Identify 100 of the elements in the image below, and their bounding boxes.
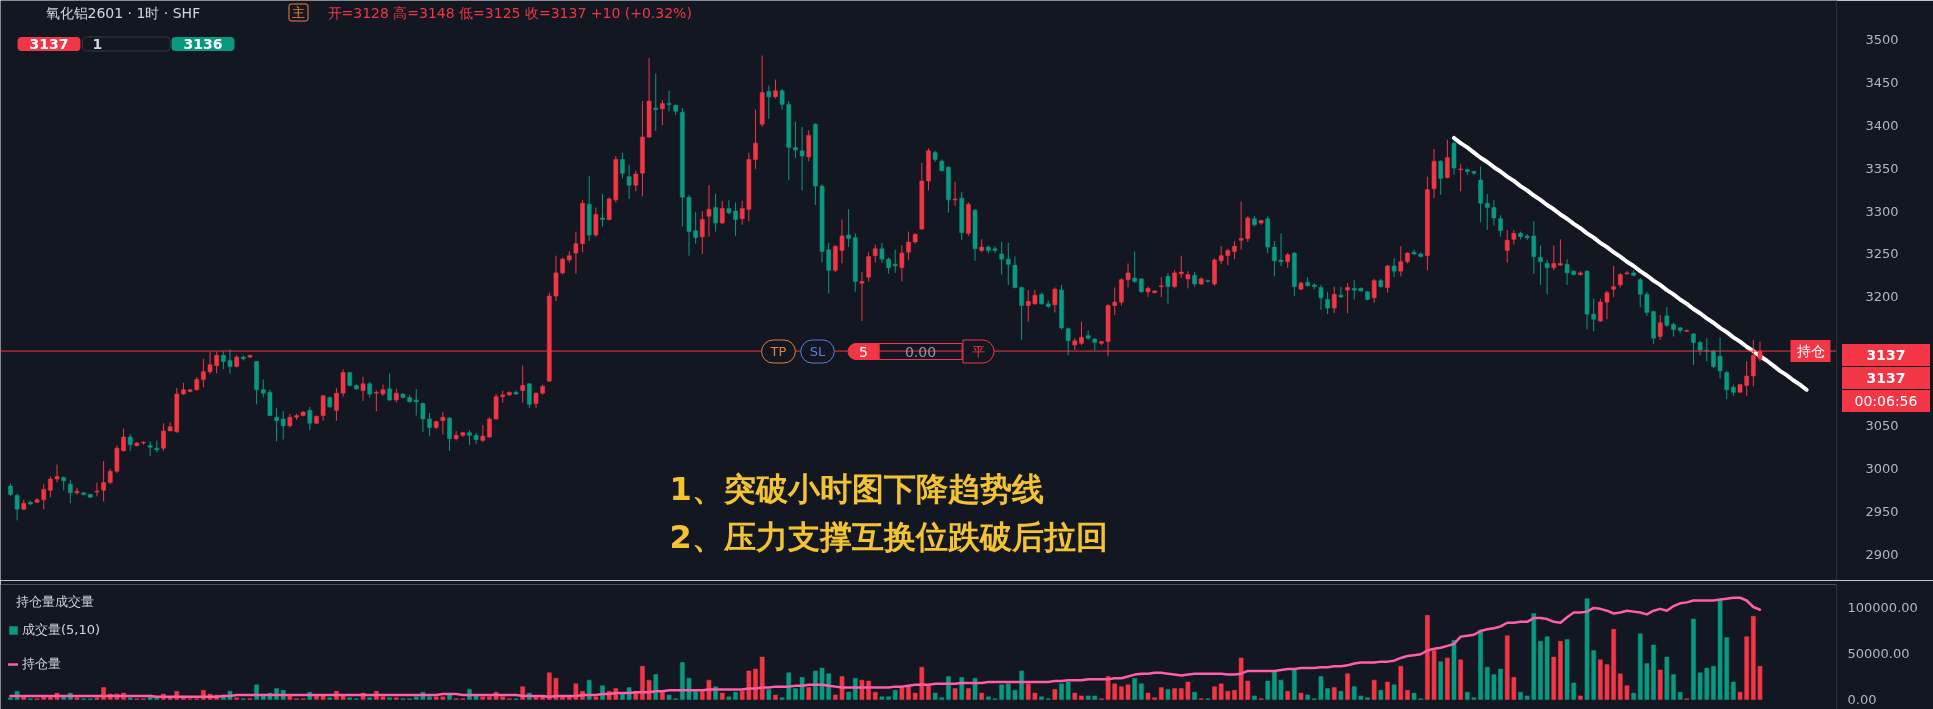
legend-label: 持仓量 [22, 654, 61, 673]
candlestick [340, 368, 346, 398]
candlestick [600, 193, 605, 227]
y-tick-label: 3400 [1865, 117, 1899, 133]
y-tick-label: 2950 [1865, 504, 1899, 520]
annotation: 3136 [183, 36, 223, 52]
candlestick [766, 85, 772, 120]
bar [1445, 657, 1450, 700]
bar [766, 689, 772, 700]
candlestick [553, 255, 559, 302]
candlestick [773, 79, 778, 99]
bar [1451, 640, 1457, 700]
candlestick [653, 73, 659, 132]
bar [1345, 673, 1350, 700]
candlestick [1085, 329, 1091, 341]
candlestick [1371, 278, 1377, 304]
bar [447, 694, 452, 700]
bar [660, 691, 665, 700]
bar [946, 676, 951, 700]
candlestick [872, 244, 878, 264]
candlestick [706, 184, 712, 238]
candlestick [952, 181, 958, 207]
candlestick [1331, 286, 1337, 314]
y-tick-label: 3250 [1865, 246, 1899, 262]
candlestick [520, 365, 526, 404]
bar [593, 696, 599, 700]
candlestick [334, 387, 339, 422]
bar [966, 688, 971, 700]
annotation: TP [769, 344, 787, 359]
bar [1305, 694, 1310, 700]
bar [806, 687, 812, 700]
y-tick-label: 0.00 [1847, 692, 1877, 708]
y-tick-label: 3500 [1865, 31, 1899, 47]
y-tick-label: 3300 [1865, 203, 1899, 219]
bar [1165, 689, 1171, 700]
bar [1398, 666, 1404, 700]
bar [979, 692, 985, 700]
candlestick [899, 244, 905, 282]
chart-subtitle: 开=3128 高=3148 低=3125 收=3137 +10 (+0.32%) [327, 4, 692, 21]
candlestick [360, 376, 366, 402]
candlestick [1132, 250, 1138, 284]
candlestick [806, 129, 812, 162]
candlestick [573, 231, 579, 275]
candlestick [719, 200, 725, 225]
bar [719, 692, 725, 700]
bar [1578, 695, 1583, 700]
candlestick [1657, 314, 1663, 341]
candlestick [440, 411, 446, 435]
candlestick [1438, 159, 1444, 196]
candlestick [1345, 282, 1350, 314]
bar [1385, 681, 1390, 700]
annotation: 平 [972, 344, 985, 359]
candlestick [846, 208, 851, 248]
text: 00:06:56 [1854, 392, 1918, 411]
candlestick [1158, 276, 1164, 298]
y-tick-label: 3050 [1865, 418, 1899, 434]
bar [1631, 692, 1636, 700]
bar [1265, 680, 1271, 700]
candlestick [1172, 269, 1177, 289]
candlestick [660, 99, 665, 126]
candlestick [1458, 163, 1463, 192]
candlestick [527, 382, 532, 409]
bar [1052, 689, 1058, 700]
annotation: 1 [92, 36, 103, 52]
candlestick [620, 152, 625, 179]
bar [480, 696, 486, 700]
candlestick [1165, 272, 1171, 305]
candlestick [1325, 291, 1330, 315]
annotation: 主 [292, 5, 305, 20]
y-tick-label: 3350 [1865, 160, 1899, 176]
candlestick [68, 479, 73, 504]
candlestick [1591, 298, 1597, 332]
y-tick-label: 3450 [1865, 74, 1899, 90]
annotation: 2、压力支撑互换位跌破后拉回 [669, 517, 1108, 556]
candlestick [1385, 264, 1390, 294]
bar [1371, 679, 1377, 700]
bar [1378, 690, 1384, 700]
bar [1158, 687, 1164, 700]
candlestick [1551, 244, 1557, 271]
candlestick [799, 126, 805, 191]
candlestick [1598, 298, 1603, 323]
candlestick [447, 416, 452, 452]
bar [872, 691, 878, 700]
annotation: 5 [859, 343, 868, 360]
bar [1558, 641, 1563, 700]
candlestick [94, 482, 100, 497]
candlestick [1624, 270, 1630, 276]
candlestick [307, 406, 313, 431]
bar [1391, 684, 1397, 700]
chart-title: 氧化铝2601 · 1时 · SHF [45, 4, 201, 21]
bar [1252, 695, 1257, 700]
candlestick [1558, 238, 1563, 267]
candlestick [1391, 257, 1397, 278]
bar [773, 694, 778, 700]
candlestick [1498, 214, 1503, 238]
bar [1657, 669, 1663, 700]
text: 3137 [1866, 369, 1906, 388]
line-series [9, 596, 1762, 699]
candlestick [387, 372, 392, 402]
candlestick [1504, 229, 1510, 264]
